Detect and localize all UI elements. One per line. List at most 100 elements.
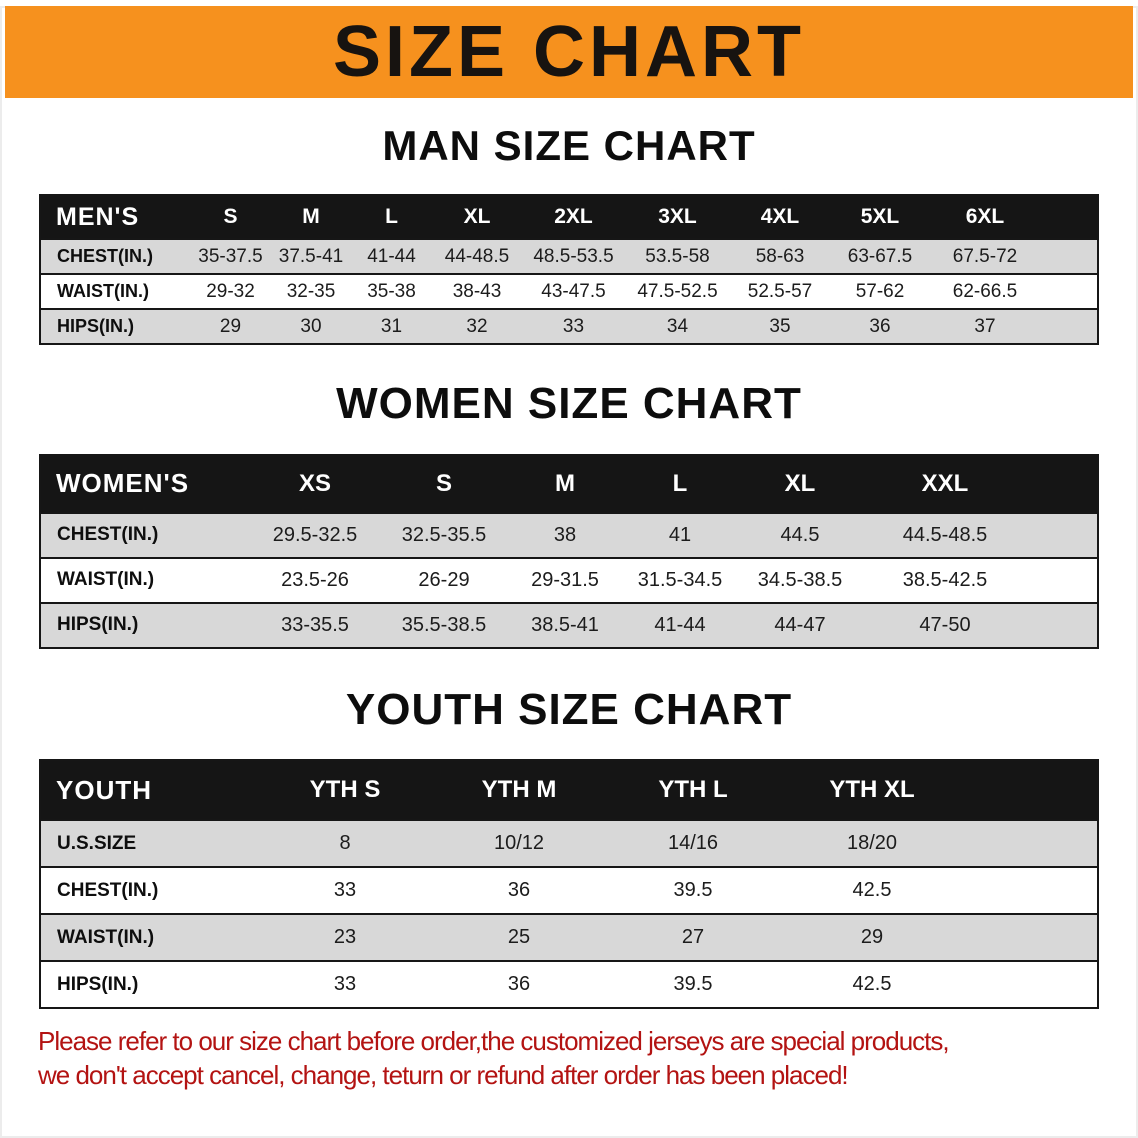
size-value: 44.5 (738, 511, 862, 558)
size-value: 18/20 (780, 819, 964, 868)
size-value: 41-44 (622, 601, 738, 648)
row-label: CHEST(IN.) (40, 238, 190, 275)
column-header: YTH L (606, 760, 780, 821)
disclaimer-line-1: Please refer to our size chart before or… (38, 1026, 950, 1057)
table-header-row: YOUTH YTH S YTH M YTH L YTH XL (40, 760, 1098, 821)
column-header: YTH XL (780, 760, 964, 821)
size-value: 36 (432, 866, 606, 915)
size-value: 39.5 (606, 960, 780, 1009)
size-value: 67.5-72 (930, 238, 1040, 275)
size-chart-title: SIZE CHART (333, 12, 805, 92)
column-header: 3XL (625, 195, 730, 240)
table-row: HIPS(IN.) 33-35.5 35.5-38.5 38.5-41 41-4… (40, 601, 1098, 648)
size-value: 35-37.5 (190, 238, 271, 275)
size-value: 32.5-35.5 (380, 511, 508, 558)
spacer-cell (1040, 195, 1098, 240)
size-value: 37.5-41 (271, 238, 351, 275)
size-value: 23 (258, 913, 432, 962)
size-value: 27 (606, 913, 780, 962)
size-value: 44.5-48.5 (862, 511, 1028, 558)
size-value: 39.5 (606, 866, 780, 915)
spacer-cell (1040, 238, 1098, 275)
column-header: L (622, 454, 738, 513)
column-header: 6XL (930, 195, 1040, 240)
men-chart-heading: MAN SIZE CHART (382, 122, 756, 169)
size-chart-page: SIZE CHART MAN SIZE CHART MEN'S S M L XL… (0, 6, 1138, 1138)
size-value: 30 (271, 308, 351, 345)
size-value: 35.5-38.5 (380, 601, 508, 648)
size-value: 42.5 (780, 866, 964, 915)
table-title-cell: MEN'S (40, 195, 190, 240)
size-value: 35 (730, 308, 830, 345)
size-value: 29 (190, 308, 271, 345)
size-value: 38 (508, 511, 622, 558)
size-value: 29-31.5 (508, 556, 622, 603)
spacer-cell (964, 913, 1098, 962)
size-value: 57-62 (830, 273, 930, 310)
column-header: 2XL (522, 195, 625, 240)
size-value: 32 (432, 308, 522, 345)
spacer-cell (1040, 308, 1098, 345)
table-row: CHEST(IN.) 35-37.5 37.5-41 41-44 44-48.5… (40, 238, 1098, 275)
column-header: YTH S (258, 760, 432, 821)
men-size-table: MEN'S S M L XL 2XL 3XL 4XL 5XL 6XL CHEST… (39, 194, 1099, 346)
size-value: 41 (622, 511, 738, 558)
size-value: 42.5 (780, 960, 964, 1009)
disclaimer-note: Please refer to our size chart before or… (38, 1025, 1128, 1091)
size-value: 25 (432, 913, 606, 962)
size-value: 41-44 (351, 238, 432, 275)
column-header: YTH M (432, 760, 606, 821)
size-value: 33-35.5 (250, 601, 380, 648)
spacer-cell (964, 866, 1098, 915)
size-value: 29.5-32.5 (250, 511, 380, 558)
spacer-cell (1028, 601, 1098, 648)
spacer-cell (1028, 454, 1098, 513)
size-value: 44-47 (738, 601, 862, 648)
size-value: 52.5-57 (730, 273, 830, 310)
size-value: 8 (258, 819, 432, 868)
table-title-cell: WOMEN'S (40, 454, 250, 513)
row-label: HIPS(IN.) (40, 960, 258, 1009)
table-header-row: WOMEN'S XS S M L XL XXL (40, 454, 1098, 513)
size-value: 35-38 (351, 273, 432, 310)
table-header-row: MEN'S S M L XL 2XL 3XL 4XL 5XL 6XL (40, 195, 1098, 240)
size-value: 29 (780, 913, 964, 962)
size-value: 44-48.5 (432, 238, 522, 275)
table-title-cell: YOUTH (40, 760, 258, 821)
youth-chart-heading: YOUTH SIZE CHART (345, 684, 793, 734)
size-value: 32-35 (271, 273, 351, 310)
table-row: CHEST(IN.) 29.5-32.5 32.5-35.5 38 41 44.… (40, 511, 1098, 558)
size-value: 33 (258, 866, 432, 915)
size-value: 10/12 (432, 819, 606, 868)
spacer-cell (1040, 273, 1098, 310)
youth-size-table: YOUTH YTH S YTH M YTH L YTH XL U.S.SIZE … (39, 759, 1099, 1010)
row-label: CHEST(IN.) (40, 866, 258, 915)
size-value: 26-29 (380, 556, 508, 603)
size-value: 37 (930, 308, 1040, 345)
column-header: XL (432, 195, 522, 240)
size-value: 36 (830, 308, 930, 345)
table-row: CHEST(IN.) 33 36 39.5 42.5 (40, 866, 1098, 915)
size-value: 33 (522, 308, 625, 345)
row-label: U.S.SIZE (40, 819, 258, 868)
spacer-cell (964, 819, 1098, 868)
spacer-cell (964, 960, 1098, 1009)
size-value: 47.5-52.5 (625, 273, 730, 310)
size-value: 53.5-58 (625, 238, 730, 275)
table-row: HIPS(IN.) 33 36 39.5 42.5 (40, 960, 1098, 1009)
size-value: 34.5-38.5 (738, 556, 862, 603)
size-value: 36 (432, 960, 606, 1009)
size-value: 23.5-26 (250, 556, 380, 603)
size-value: 14/16 (606, 819, 780, 868)
column-header: M (271, 195, 351, 240)
table-row: U.S.SIZE 8 10/12 14/16 18/20 (40, 819, 1098, 868)
row-label: CHEST(IN.) (40, 511, 250, 558)
row-label: HIPS(IN.) (40, 308, 190, 345)
women-size-table: WOMEN'S XS S M L XL XXL CHEST(IN.) 29.5-… (39, 453, 1099, 649)
table-row: WAIST(IN.) 23.5-26 26-29 29-31.5 31.5-34… (40, 556, 1098, 603)
women-chart-heading: WOMEN SIZE CHART (336, 379, 802, 429)
size-value: 31.5-34.5 (622, 556, 738, 603)
size-value: 62-66.5 (930, 273, 1040, 310)
column-header: XS (250, 454, 380, 513)
size-value: 38.5-41 (508, 601, 622, 648)
